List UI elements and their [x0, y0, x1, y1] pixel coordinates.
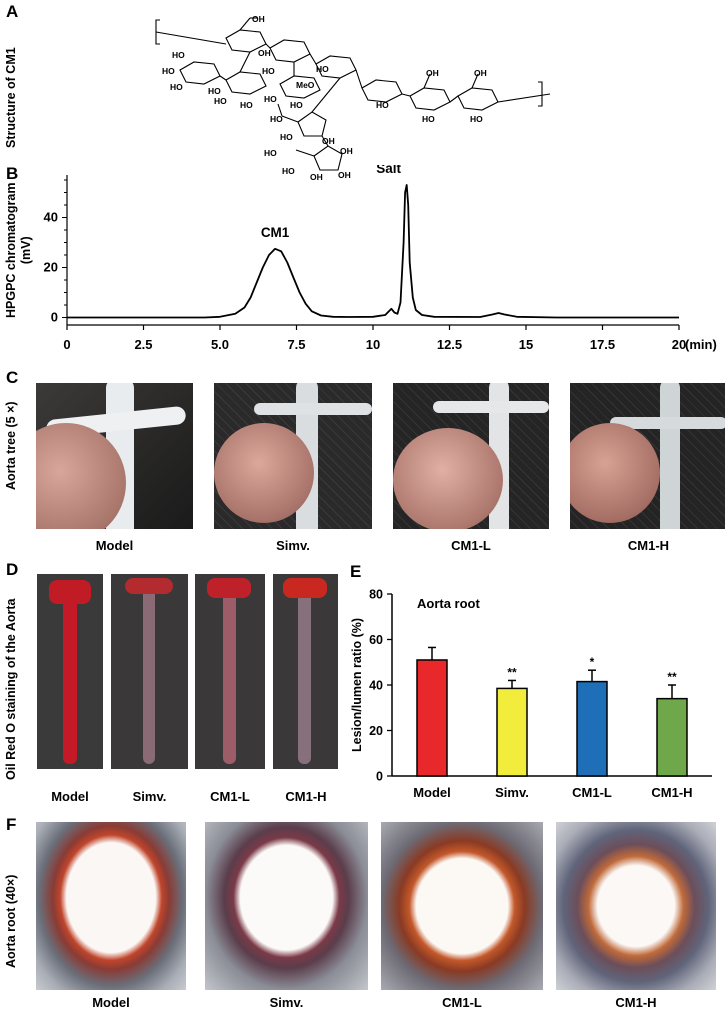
svg-text:HO: HO	[270, 114, 283, 124]
significance-marker: **	[507, 665, 517, 679]
lesion-lumen-bar-chart: 0 20 40 60 80 Lesion/lumen ratio (%) Aorta roo…	[350, 580, 720, 805]
structure-ho-label: HO	[172, 50, 185, 60]
x-tick-label: 15	[519, 337, 533, 352]
bar-simv	[497, 688, 527, 776]
svg-text:HO: HO	[264, 148, 277, 158]
svg-text:OH: OH	[322, 136, 335, 146]
y-tick-label: 80	[369, 588, 383, 602]
svg-text:HO: HO	[208, 86, 221, 96]
x-tick-label: 5.0	[211, 337, 229, 352]
chart-title: Aorta root	[417, 596, 481, 611]
peak-annotation: Salt	[376, 165, 401, 176]
panel-letter-d: D	[6, 560, 18, 580]
y-axis-label: Lesion/lumen ratio (%)	[350, 618, 364, 752]
y-tick-label: 20	[44, 260, 58, 275]
panel-d-caption-cm1-h: CM1-H	[268, 789, 344, 804]
x-tick-label: 10	[366, 337, 380, 352]
panel-letter-f: F	[6, 815, 16, 835]
hpgpc-chromatogram-chart: 0 2.5 5.0 7.5 10 12.5 15 17.5 20(min)02040CM1Sal…	[0, 165, 725, 370]
svg-text:HO: HO	[262, 66, 275, 76]
aorta-tree-photo-simv	[214, 383, 372, 529]
x-tick-label: 0	[63, 337, 70, 352]
y-tick-label: 40	[44, 210, 58, 225]
svg-text:HO: HO	[264, 94, 277, 104]
svg-text:HO: HO	[170, 82, 183, 92]
x-tick-label: Model	[413, 785, 451, 800]
aorta-root-photo-model	[36, 822, 186, 990]
significance-marker: **	[667, 670, 677, 684]
y-tick-label: 60	[369, 633, 383, 647]
bar-model	[417, 660, 447, 776]
aorta-root-photo-cm1-h	[556, 822, 716, 990]
aorta-root-photo-cm1-l	[381, 822, 543, 990]
svg-text:OH: OH	[258, 48, 271, 58]
panel-c-caption-model: Model	[36, 538, 193, 553]
svg-text:OH: OH	[426, 68, 439, 78]
svg-text:HO: HO	[280, 132, 293, 142]
y-tick-label: 0	[376, 770, 383, 784]
significance-marker: *	[590, 655, 595, 669]
y-tick-label: 40	[369, 679, 383, 693]
oil-red-o-photo-model	[37, 574, 103, 769]
svg-text:HO: HO	[422, 114, 435, 124]
panel-d-caption-simv: Simv.	[111, 789, 188, 804]
panel-c-caption-cm1-l: CM1-L	[393, 538, 549, 553]
svg-text:HO: HO	[376, 100, 389, 110]
y-tick-label: 20	[369, 724, 383, 738]
svg-text:HO: HO	[470, 114, 483, 124]
structure-meo-label: MeO	[296, 80, 315, 90]
panel-d-caption-cm1-l: CM1-L	[192, 789, 268, 804]
panel-c-caption-simv: Simv.	[214, 538, 372, 553]
oil-red-o-photo-cm1-l	[195, 574, 265, 769]
x-axis-unit-label: (min)	[685, 337, 717, 352]
panel-letter-c: C	[6, 368, 18, 388]
panel-letter-a: A	[6, 2, 18, 22]
x-tick-label: Simv.	[495, 785, 529, 800]
x-tick-label: CM1-H	[651, 785, 692, 800]
panel-f-caption-simv: Simv.	[205, 995, 368, 1010]
oil-red-o-photo-cm1-h	[273, 574, 338, 769]
aorta-tree-photo-cm1-l	[393, 383, 549, 529]
svg-text:HO: HO	[240, 100, 253, 110]
svg-text:HO: HO	[162, 66, 175, 76]
panel-d-axis-label: Oil Red O staining of the Aorta	[4, 599, 18, 781]
aorta-tree-photo-cm1-h	[570, 383, 725, 529]
oil-red-o-photo-simv	[111, 574, 188, 769]
svg-text:OH: OH	[340, 146, 353, 156]
x-tick-label: CM1-L	[572, 785, 612, 800]
bar-cm1-h	[657, 699, 687, 776]
y-tick-label: 0	[51, 310, 58, 325]
panel-c-axis-label: Aorta tree (5 ×)	[4, 401, 18, 490]
x-tick-label: 12.5	[437, 337, 462, 352]
svg-text:HO: HO	[290, 100, 303, 110]
panel-d-caption-model: Model	[30, 789, 110, 804]
peak-annotation: CM1	[261, 225, 290, 240]
panel-a-axis-label: Structure of CM1	[4, 47, 18, 148]
cm1-structure-diagram: OH HO HO HO HO OH HO HO HO MeO HO HO HO …	[140, 8, 560, 180]
x-tick-label: 7.5	[287, 337, 305, 352]
x-tick-label: 17.5	[590, 337, 615, 352]
panel-f-caption-cm1-h: CM1-H	[556, 995, 716, 1010]
aorta-tree-photo-model	[36, 383, 193, 529]
panel-f-caption-model: Model	[36, 995, 186, 1010]
svg-text:HO: HO	[214, 96, 227, 106]
x-tick-label: 2.5	[134, 337, 152, 352]
structure-oh-label: OH	[252, 14, 265, 24]
svg-text:HO: HO	[316, 64, 329, 74]
aorta-root-photo-simv	[205, 822, 368, 990]
panel-letter-e: E	[350, 562, 361, 582]
panel-c-caption-cm1-h: CM1-H	[570, 538, 725, 553]
bar-cm1-l	[577, 682, 607, 776]
panel-f-caption-cm1-l: CM1-L	[381, 995, 543, 1010]
svg-text:OH: OH	[474, 68, 487, 78]
chromatogram-trace	[67, 185, 679, 318]
panel-f-axis-label: Aorta root (40×)	[4, 875, 18, 968]
